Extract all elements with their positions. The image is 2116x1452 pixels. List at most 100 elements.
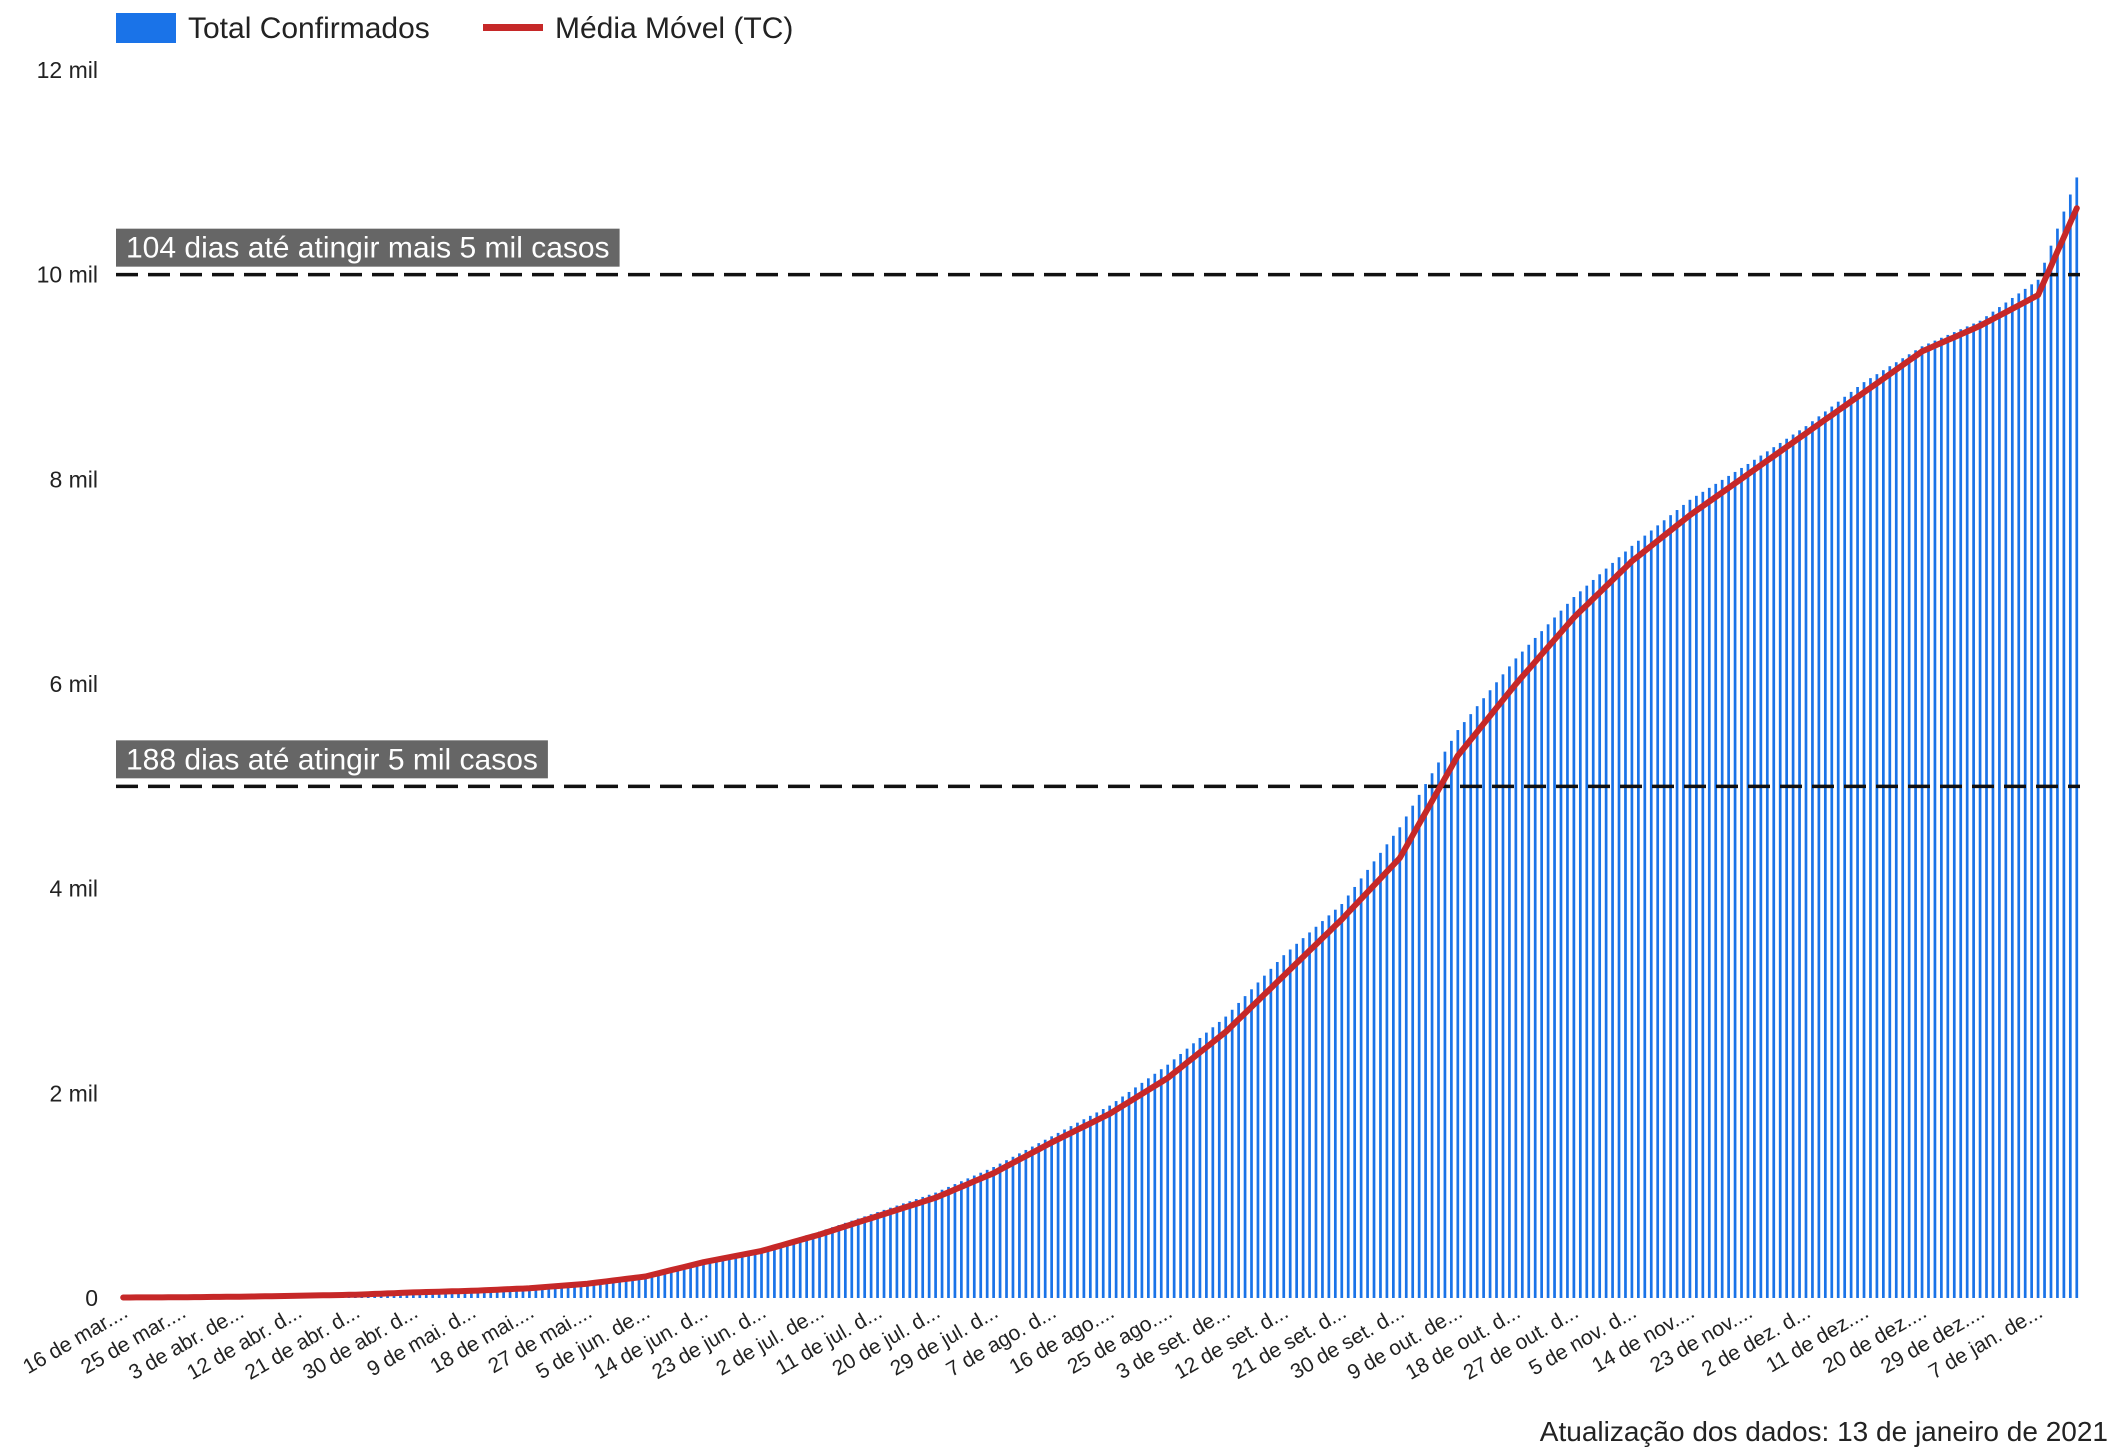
bar xyxy=(960,1181,963,1298)
bar xyxy=(1192,1043,1195,1298)
bar xyxy=(837,1225,841,1298)
y-tick-label: 0 xyxy=(85,1285,98,1311)
bar xyxy=(528,1287,531,1298)
bar xyxy=(734,1253,738,1298)
bar xyxy=(592,1281,596,1298)
bar xyxy=(1959,329,1963,1298)
bar xyxy=(856,1218,860,1298)
bar xyxy=(2004,302,2008,1298)
reference-lines: 104 dias até atingir mais 5 mil casos 188… xyxy=(116,228,2080,789)
legend-swatch-total-confirmados xyxy=(116,13,176,43)
bar xyxy=(2043,262,2046,1299)
bar xyxy=(1888,366,1892,1298)
bar xyxy=(1869,378,1872,1298)
bar xyxy=(1095,1112,1099,1298)
bar xyxy=(1720,479,1724,1298)
bar xyxy=(1211,1027,1215,1298)
y-tick-label: 10 mil xyxy=(37,262,98,288)
bar xyxy=(1804,426,1808,1298)
bar xyxy=(1598,574,1602,1298)
bar xyxy=(644,1274,647,1298)
bar xyxy=(831,1227,834,1298)
bar xyxy=(650,1272,654,1298)
bar xyxy=(1811,421,1814,1299)
bar xyxy=(1553,617,1556,1298)
bar xyxy=(598,1280,602,1298)
bar xyxy=(1050,1136,1053,1298)
bar xyxy=(1643,535,1647,1298)
bar xyxy=(740,1252,744,1298)
bar xyxy=(470,1290,473,1298)
bar xyxy=(1727,475,1730,1298)
bar xyxy=(1856,387,1859,1298)
bar xyxy=(1224,1016,1228,1298)
bar xyxy=(1450,740,1453,1298)
y-tick-label: 8 mil xyxy=(49,466,98,492)
bar xyxy=(1443,751,1447,1298)
bar xyxy=(1179,1053,1182,1298)
bar xyxy=(1404,816,1408,1298)
bar xyxy=(1140,1082,1144,1298)
bar xyxy=(805,1235,808,1298)
bar xyxy=(1462,722,1466,1298)
bar xyxy=(1933,340,1937,1298)
bar xyxy=(611,1279,615,1298)
bar xyxy=(463,1290,467,1298)
bar xyxy=(1411,805,1415,1298)
bar xyxy=(1604,568,1608,1298)
bar xyxy=(1005,1160,1008,1298)
bar xyxy=(1256,982,1260,1298)
bar xyxy=(1540,631,1543,1298)
bar xyxy=(1340,904,1344,1298)
bar xyxy=(1018,1153,1021,1298)
bar xyxy=(1282,955,1286,1298)
bar xyxy=(998,1163,1002,1298)
bar xyxy=(889,1207,892,1298)
bar xyxy=(1585,585,1589,1298)
bar xyxy=(1546,624,1550,1298)
bar xyxy=(1759,455,1763,1298)
bar xyxy=(1920,346,1924,1298)
bar xyxy=(682,1264,686,1298)
bar xyxy=(1230,1009,1234,1298)
line-media-movel xyxy=(120,205,2080,1301)
bar xyxy=(914,1199,918,1298)
bar xyxy=(824,1229,828,1298)
bar xyxy=(1398,827,1402,1298)
bar xyxy=(1076,1122,1079,1298)
legend-swatch-media-movel-tc xyxy=(483,24,543,31)
bar xyxy=(547,1286,551,1298)
bar xyxy=(1714,483,1718,1298)
bar xyxy=(1823,411,1827,1298)
bar xyxy=(489,1289,493,1298)
bar xyxy=(1707,487,1711,1298)
bar xyxy=(1469,714,1473,1298)
bars-total-confirmados xyxy=(121,177,2079,1299)
bar xyxy=(1269,968,1273,1298)
bar xyxy=(1894,362,1898,1299)
bar xyxy=(1940,337,1943,1298)
bar xyxy=(843,1222,847,1298)
bar xyxy=(1101,1109,1105,1298)
bar xyxy=(540,1286,544,1298)
bar xyxy=(2010,297,2014,1299)
annotation-label: 104 dias até atingir mais 5 mil casos xyxy=(126,232,610,265)
bar xyxy=(1295,943,1298,1298)
annotation-background xyxy=(116,228,620,267)
bar xyxy=(1127,1091,1131,1298)
bar xyxy=(1778,442,1782,1298)
bar xyxy=(934,1192,937,1298)
bar xyxy=(515,1288,518,1298)
bar xyxy=(1495,682,1498,1298)
bar xyxy=(1237,1002,1240,1298)
bar xyxy=(1321,921,1324,1298)
bar xyxy=(1488,690,1492,1298)
annotation-10000: 104 dias até atingir mais 5 mil casos xyxy=(116,228,620,267)
bar xyxy=(1772,447,1776,1298)
bar xyxy=(534,1287,538,1298)
bar xyxy=(1263,975,1266,1298)
y-tick-label: 2 mil xyxy=(49,1080,98,1106)
media-movel-line xyxy=(120,205,2080,1301)
bar xyxy=(1520,651,1524,1298)
bar xyxy=(747,1251,750,1298)
